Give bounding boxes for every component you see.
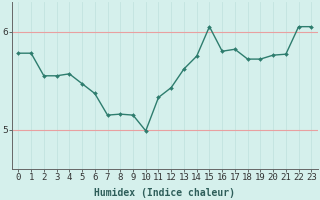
X-axis label: Humidex (Indice chaleur): Humidex (Indice chaleur)	[94, 188, 235, 198]
